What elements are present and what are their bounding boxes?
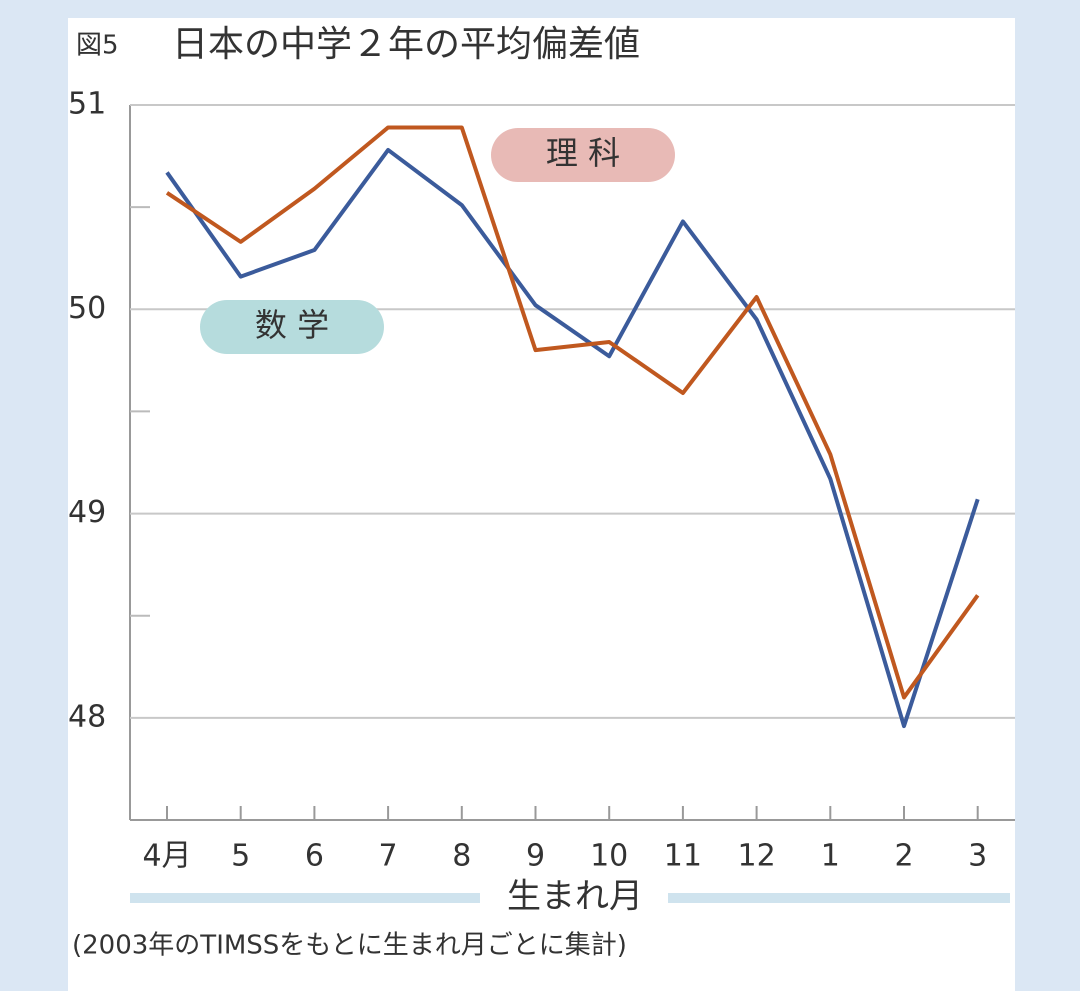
x-tick-label: 6 [305, 839, 324, 874]
y-tick-label: 49 [68, 495, 106, 530]
note: (2003年のTIMSSをもとに生まれ月ごとに集計) [72, 931, 627, 961]
legend-label: 理 科 [546, 134, 620, 172]
x-tick-label: 2 [894, 839, 913, 874]
x-tick-label: 12 [738, 839, 776, 874]
legend-pill [200, 300, 384, 354]
x-axis-label: 生まれ月 [507, 877, 643, 917]
x-tick-label: 1 [821, 839, 840, 874]
y-tick-label: 48 [68, 699, 106, 734]
x-tick-label: 10 [590, 839, 628, 874]
x-tick-label: 3 [968, 839, 987, 874]
figure-label: 図5 [76, 31, 119, 61]
legend-label: 数 学 [255, 306, 329, 344]
line [165, 125, 980, 700]
x-tick-label: 8 [452, 839, 471, 874]
x-tick-label: 7 [379, 839, 398, 874]
x-tick-label: 4月 [142, 839, 191, 874]
legend-pill [491, 128, 675, 182]
x-tick-label: 9 [526, 839, 545, 874]
chart-title: 日本の中学２年の平均偏差値 [172, 24, 640, 65]
y-tick-label: 50 [68, 291, 106, 326]
y-tick-label: 51 [68, 87, 106, 122]
x-tick-label: 11 [664, 839, 702, 874]
line [165, 147, 980, 729]
x-tick-label: 5 [231, 839, 250, 874]
